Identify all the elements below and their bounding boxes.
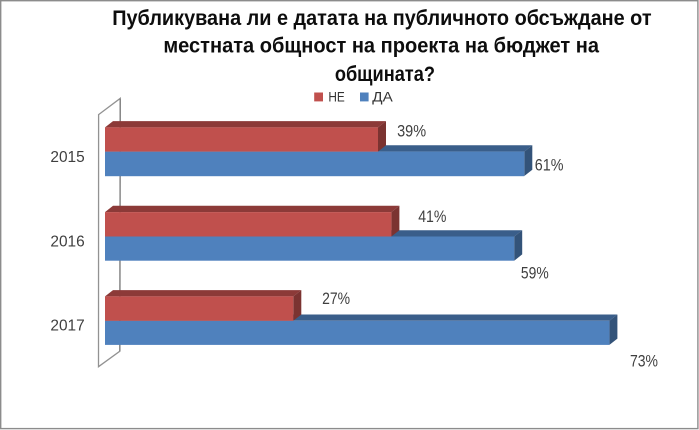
svg-text:2016: 2016 [50,233,84,250]
svg-text:61%: 61% [535,156,564,174]
svg-text:общината?: общината? [335,63,435,86]
svg-text:2017: 2017 [50,318,84,335]
svg-text:59%: 59% [521,265,549,283]
svg-text:39%: 39% [397,123,426,141]
svg-text:НЕ: НЕ [328,88,344,104]
svg-text:41%: 41% [418,208,446,226]
svg-text:2015: 2015 [50,149,84,166]
svg-text:27%: 27% [322,290,350,308]
svg-text:местната общност на проекта на: местната общност на проекта на бюджет на [163,35,599,58]
svg-text:73%: 73% [630,353,658,371]
svg-text:ДА: ДА [372,88,393,104]
svg-text:Публикувана ли е датата на пуб: Публикувана ли е датата на публичното об… [112,7,651,30]
